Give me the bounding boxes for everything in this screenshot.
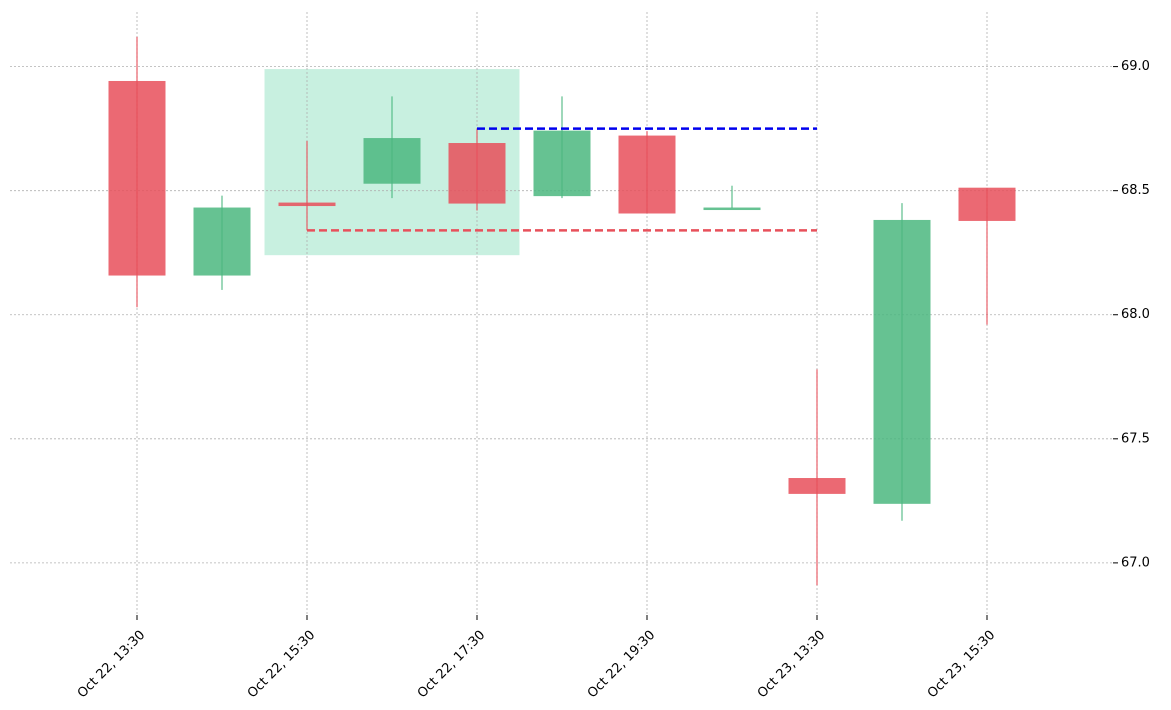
- candle-body: [193, 207, 251, 276]
- candle-body: [958, 187, 1016, 221]
- candle-body: [788, 478, 846, 494]
- x-tick-label: Oct 23, 13:30: [755, 628, 828, 701]
- candle: [108, 36, 166, 308]
- candle-body: [533, 130, 591, 197]
- candle: [618, 131, 676, 214]
- x-tick-label: Oct 22, 13:30: [75, 628, 148, 701]
- y-tick-label: 68.0: [1121, 307, 1150, 322]
- candle: [873, 203, 931, 521]
- candle-body: [618, 135, 676, 214]
- x-tick-label: Oct 22, 17:30: [415, 628, 488, 701]
- candle: [448, 128, 506, 211]
- x-tick-label: Oct 23, 15:30: [925, 628, 998, 701]
- candle: [788, 369, 846, 586]
- candle-body: [448, 143, 506, 204]
- candle-body: [278, 202, 336, 207]
- candle: [363, 96, 421, 199]
- y-tick-label: 67.5: [1121, 431, 1150, 446]
- y-tick-label: 69.0: [1121, 59, 1150, 74]
- y-tick-label: 67.0: [1121, 555, 1150, 570]
- candle-body: [703, 207, 761, 211]
- candle-body: [108, 80, 166, 276]
- candle-body: [363, 138, 421, 184]
- y-tick-label: 68.5: [1121, 183, 1150, 198]
- candle: [533, 96, 591, 199]
- candle: [703, 185, 761, 211]
- candle-body: [873, 219, 931, 504]
- candle: [278, 141, 336, 231]
- x-tick-label: Oct 22, 19:30: [585, 628, 658, 701]
- candle: [958, 187, 1016, 325]
- candle: [193, 195, 251, 290]
- x-tick-label: Oct 22, 15:30: [245, 628, 318, 701]
